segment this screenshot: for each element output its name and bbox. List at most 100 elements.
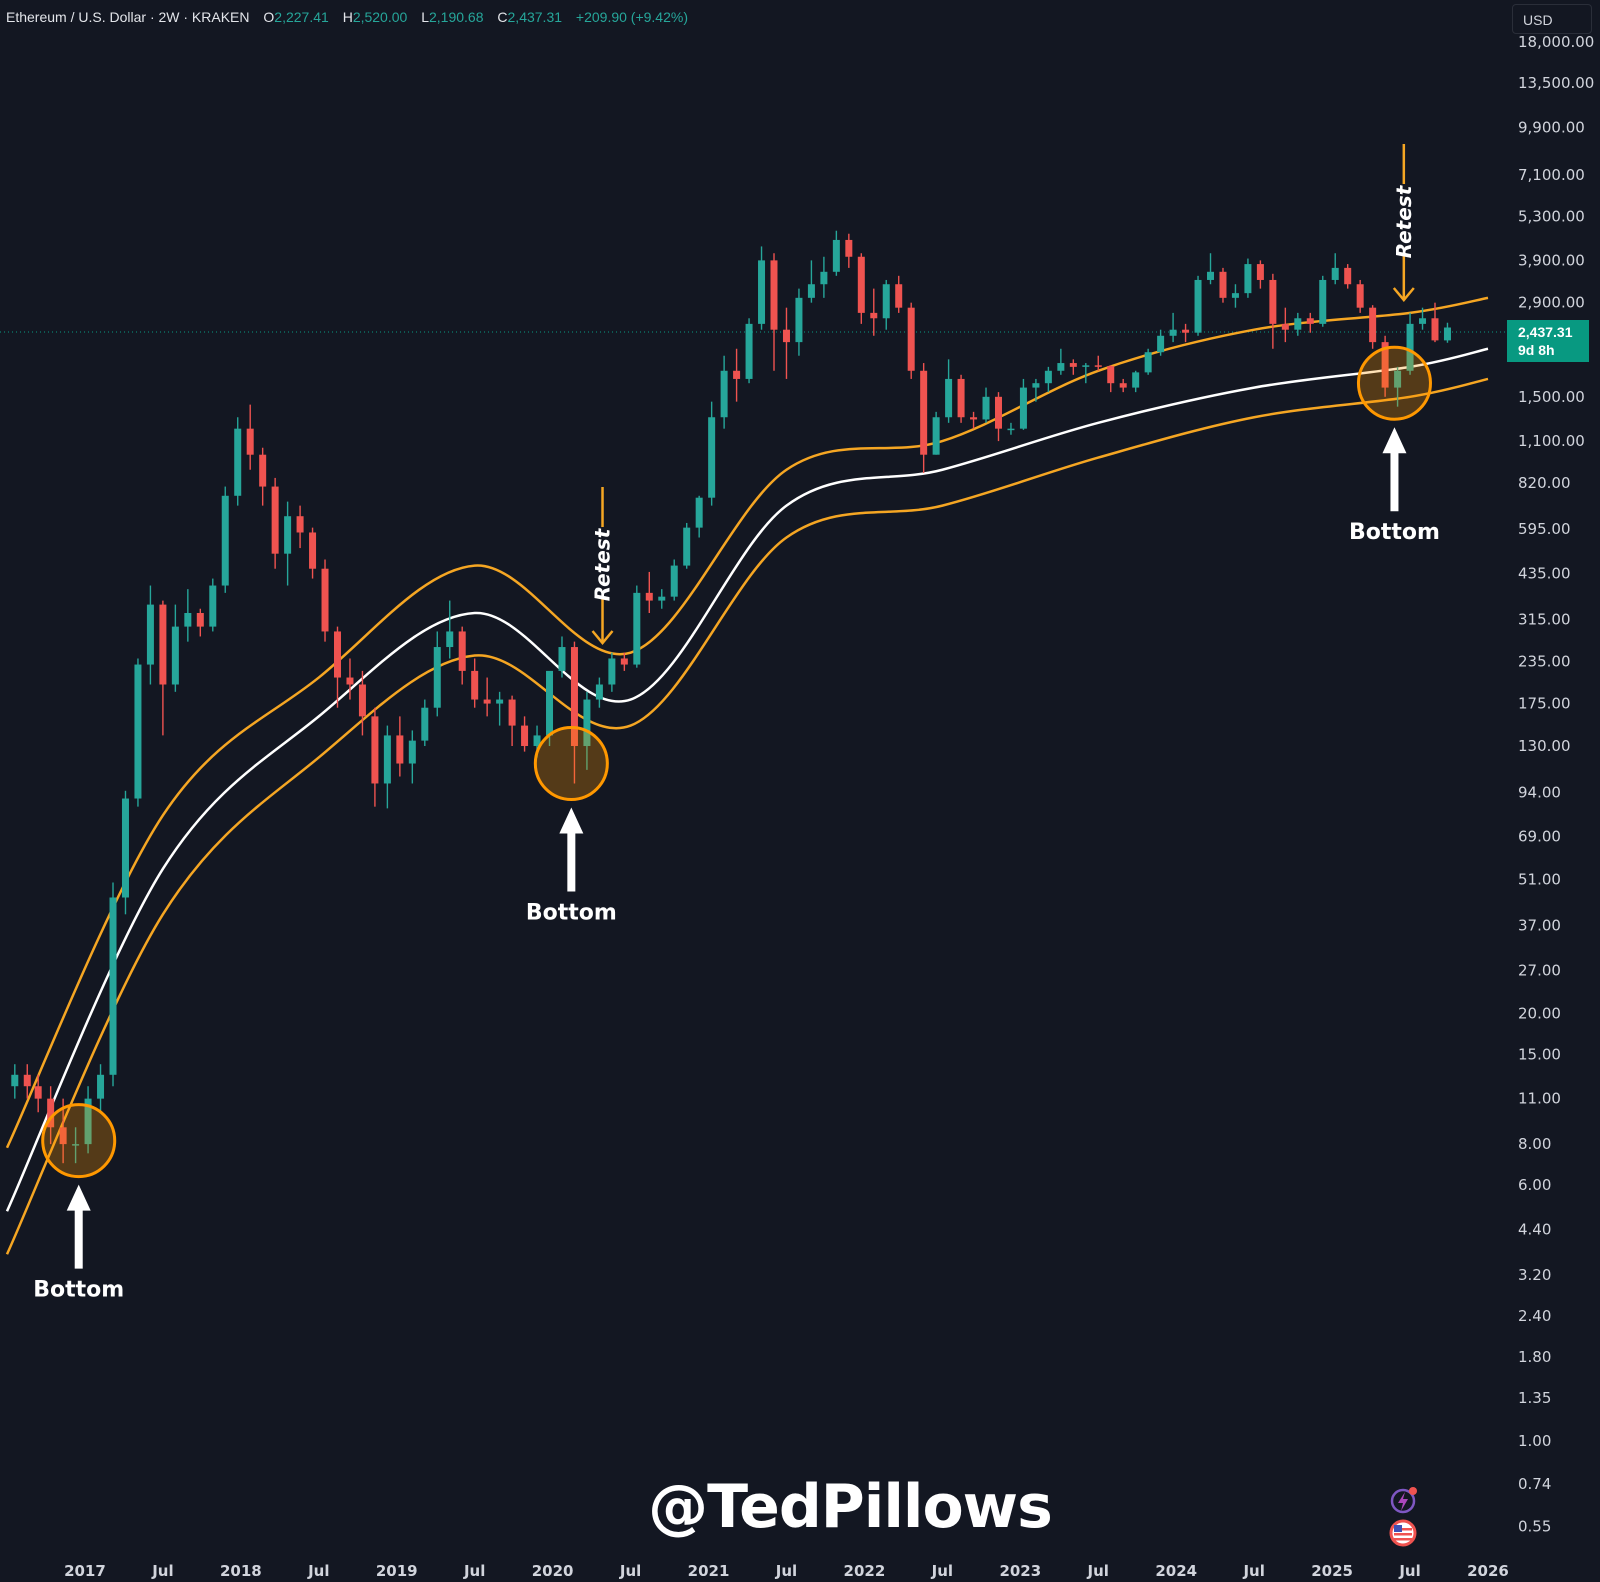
x-tick-label: 2023 <box>999 1562 1041 1580</box>
candle-body <box>121 798 129 898</box>
candle-body <box>1306 318 1314 324</box>
candle-body <box>870 312 878 319</box>
candle-body <box>1269 279 1277 324</box>
candle-body <box>1169 329 1177 336</box>
currency-button[interactable]: USD <box>1512 4 1592 34</box>
candle-body <box>745 323 753 379</box>
y-tick-label: 130.00 <box>1518 737 1571 755</box>
y-tick-label: 20.00 <box>1518 1004 1561 1022</box>
x-tick-label: 2025 <box>1311 1562 1353 1580</box>
candle-body <box>259 454 267 487</box>
bottom-arrow <box>66 1184 91 1269</box>
candle-body <box>882 284 890 319</box>
candle-body <box>146 604 154 665</box>
y-tick-label: 820.00 <box>1518 474 1571 492</box>
candle-body <box>433 647 441 708</box>
x-tick-label: Jul <box>1242 1562 1264 1580</box>
candle-body <box>458 631 466 671</box>
candle-body <box>920 370 928 455</box>
candle-body <box>1431 318 1439 341</box>
bottom-arrow <box>1382 427 1407 512</box>
candle-body <box>1369 307 1377 343</box>
candle-body <box>309 532 317 569</box>
annotations: Bottom Bottom Bottom Retest Retest <box>33 144 1440 1303</box>
y-tick-label: 18,000.00 <box>1518 33 1594 51</box>
change-value: +209.90 (+9.42%) <box>575 9 688 25</box>
candle-body <box>533 735 541 747</box>
retest-label: Retest <box>591 527 615 601</box>
candle-body <box>221 495 229 586</box>
x-tick-label: Jul <box>463 1562 485 1580</box>
symbol-title[interactable]: Ethereum / U.S. Dollar · 2W · KRAKEN <box>6 9 250 25</box>
candle-body <box>59 1127 67 1145</box>
candle-body <box>483 699 491 704</box>
candle-body <box>658 596 666 601</box>
candle-body <box>570 647 578 747</box>
candle-body <box>645 592 653 601</box>
candle-body <box>321 568 329 632</box>
y-tick-label: 235.00 <box>1518 652 1571 670</box>
y-tick-label: 13,500.00 <box>1518 74 1594 92</box>
candle-body <box>271 486 279 554</box>
y-tick-label: 175.00 <box>1518 695 1571 713</box>
candle-body <box>807 284 815 298</box>
y-tick-label: 2.40 <box>1518 1307 1551 1325</box>
us-flag-icon[interactable] <box>1388 1518 1418 1548</box>
candle-body <box>1207 271 1215 280</box>
candle-body <box>820 271 828 285</box>
low-label: L <box>421 9 429 25</box>
x-tick-label: 2024 <box>1155 1562 1197 1580</box>
symbol-header: Ethereum / U.S. Dollar · 2W · KRAKEN O2,… <box>6 9 688 25</box>
y-tick-label: 69.00 <box>1518 827 1561 845</box>
x-tick-label: 2020 <box>532 1562 574 1580</box>
candle-body <box>296 516 304 533</box>
y-tick-label: 7,100.00 <box>1518 166 1585 184</box>
candle-body <box>1294 318 1302 330</box>
candle-body <box>209 585 217 627</box>
y-tick-label: 8.00 <box>1518 1135 1551 1153</box>
candle-body <box>1319 279 1327 324</box>
lightning-icon[interactable] <box>1388 1486 1418 1516</box>
y-tick-label: 9,900.00 <box>1518 118 1585 136</box>
candle-body <box>1119 383 1127 388</box>
x-tick-label: 2022 <box>844 1562 886 1580</box>
candle-body <box>832 239 840 272</box>
last-price-value: 2,437.31 <box>1518 324 1573 340</box>
candle-body <box>1256 264 1264 280</box>
candle-body <box>408 740 416 764</box>
candle-body <box>845 239 853 257</box>
bottom-label: Bottom <box>1349 520 1440 545</box>
candle-body <box>109 897 117 1075</box>
candle-body <box>1082 365 1090 367</box>
candle-body <box>1381 342 1389 388</box>
candle-body <box>683 527 691 566</box>
x-axis[interactable]: 2017 Jul 2018 Jul 2019 Jul 2020 Jul 2021 Jul 2022 J… <box>64 1562 1509 1580</box>
candle-body <box>1094 365 1102 367</box>
candle-body <box>1219 271 1227 298</box>
x-tick-label: Jul <box>151 1562 173 1580</box>
candle-body <box>1157 335 1165 353</box>
candle-body <box>1406 323 1414 371</box>
x-tick-label: 2017 <box>64 1562 106 1580</box>
y-tick-label: 1.35 <box>1518 1389 1551 1407</box>
candle-body <box>1344 267 1352 285</box>
y-tick-label: 27.00 <box>1518 961 1561 979</box>
x-tick-label: Jul <box>619 1562 641 1580</box>
candle-body <box>994 396 1002 429</box>
candle-body <box>583 699 591 747</box>
high-value: 2,520.00 <box>352 9 408 25</box>
candle-body <box>1419 318 1427 324</box>
candle-body <box>695 497 703 528</box>
y-tick-label: 595.00 <box>1518 520 1571 538</box>
candle-body <box>633 592 641 665</box>
bottom-label: Bottom <box>526 901 617 926</box>
x-tick-label: Jul <box>931 1562 953 1580</box>
candle-body <box>782 329 790 343</box>
candle-body <box>47 1098 55 1128</box>
candle-body <box>1007 428 1015 431</box>
y-axis[interactable]: 18,000.00 13,500.00 9,900.00 7,100.00 5,300.… <box>1518 33 1594 1535</box>
candle-body <box>72 1144 80 1146</box>
candle-body <box>471 670 479 700</box>
y-tick-label: 1,100.00 <box>1518 432 1585 450</box>
